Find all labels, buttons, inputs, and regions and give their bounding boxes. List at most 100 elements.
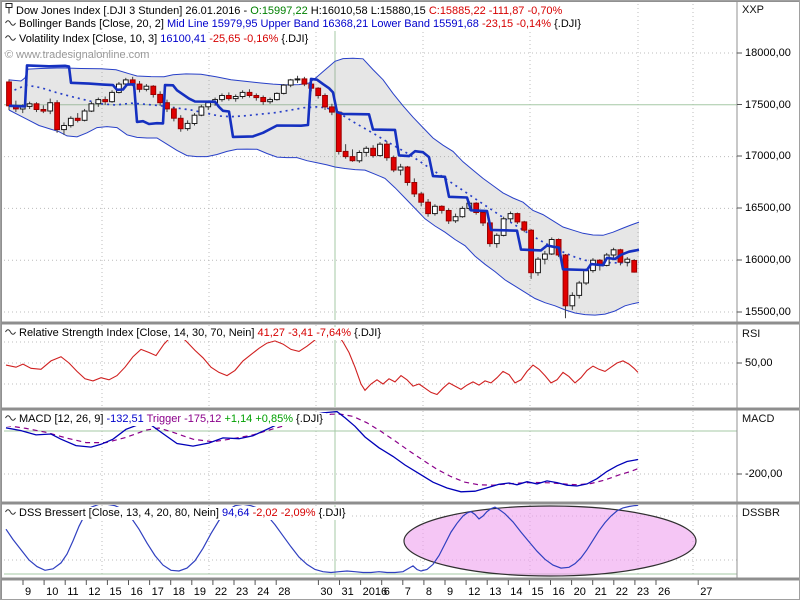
x-axis-label: 27: [700, 586, 713, 598]
x-axis-label: 15: [531, 586, 544, 598]
panel-divider[interactable]: [1, 407, 800, 411]
legend-text: {.DJI}: [354, 327, 382, 339]
legend-text: Bollinger Bands [Close, 20, 2]: [19, 18, 167, 30]
x-axis-label: 31: [341, 586, 354, 598]
y-axis-label: -200,00: [745, 468, 783, 480]
y-axis-label: 17500,00: [745, 98, 791, 111]
legend-text: {.DJI}: [296, 413, 323, 425]
legend-text: {.DJI}: [554, 18, 582, 30]
bollinger-mid-line: [8, 84, 640, 264]
y-axis-label: 16000,00: [745, 254, 791, 266]
x-axis-label: 13: [489, 586, 502, 598]
wave-icon: [5, 327, 16, 340]
x-axis-label: 11: [67, 586, 79, 598]
bollinger-lower-line: [8, 109, 640, 316]
watermark: © www.tradesignalonline.com: [5, 49, 150, 61]
x-axis-label: 9: [25, 586, 32, 598]
legend-rsi[interactable]: Relative Strength Index [Close, 14, 30, …: [4, 327, 385, 340]
legend-dss[interactable]: DSS Bressert [Close, 13, 4, 20, 80, Nein…: [4, 507, 349, 520]
rsi-line: [5, 329, 639, 396]
x-axis-label: 6: [383, 586, 390, 598]
main-price-panel[interactable]: [4, 4, 737, 320]
wave-icon: [5, 18, 16, 31]
legend-volatility[interactable]: Volatility Index [Close, 10, 3] 16100,41…: [4, 33, 312, 46]
rsi-scale-title: RSI: [742, 328, 761, 340]
legend-bollinger[interactable]: Bollinger Bands [Close, 20, 2] Mid Line …: [4, 18, 585, 31]
x-axis-label: 28: [278, 586, 291, 598]
x-axis-label: 15: [109, 586, 122, 598]
dss-panel[interactable]: [4, 504, 737, 577]
legend-text: -132,51: [106, 413, 147, 425]
legend-text: -23,15 -0,14%: [481, 18, 555, 30]
x-axis-label: 12: [88, 586, 101, 598]
pin-icon: [5, 3, 13, 18]
x-axis-label: 23: [636, 586, 650, 598]
wave-icon: [5, 507, 16, 520]
macd-panel[interactable]: [4, 411, 737, 501]
x-axis-label: 14: [510, 586, 523, 598]
x-axis-label: 12: [468, 586, 481, 598]
legend-text: -25,65 -0,16%: [209, 33, 282, 45]
y-axis-label: 16500,00: [745, 202, 791, 214]
x-axis-label: 2016: [362, 586, 388, 598]
x-axis-label: 24: [257, 586, 270, 598]
wave-icon: [5, 413, 16, 426]
x-axis-label: 19: [193, 586, 207, 598]
legend-text: C:15885,22 -111,87 -0,70%: [428, 5, 563, 17]
macd-trigger-line: [5, 413, 639, 486]
legend-text: +1,14 +0,85%: [224, 413, 297, 425]
wave-icon: [5, 33, 16, 46]
legend-text: Relative Strength Index [Close, 14, 30, …: [19, 327, 258, 339]
panel-divider[interactable]: [1, 321, 800, 325]
x-axis-label: 9: [447, 586, 454, 598]
scale-provider-label: XXP: [742, 4, 765, 16]
panel-divider[interactable]: [1, 577, 800, 581]
y-axis-label: 18000,00: [745, 47, 791, 59]
x-axis-label: 30: [320, 586, 333, 598]
legend-text: {.DJI}: [281, 33, 309, 45]
y-axis-label: 15500,00: [745, 306, 791, 318]
x-axis-label: 22: [615, 586, 629, 598]
legend-text: H:16010,58 L:15880,15: [310, 5, 429, 17]
bollinger-upper-line: [8, 57, 640, 236]
legend-macd[interactable]: MACD [12, 26, 9] -132,51 Trigger -175,12…: [4, 413, 326, 426]
x-axis-label: 22: [214, 586, 228, 598]
x-axis-label: 10: [46, 586, 59, 598]
legend-text: Mid Line 15979,95 Upper Band 16368,21 Lo…: [166, 18, 482, 30]
bollinger-band-area: [9, 58, 639, 316]
annotation-ellipse[interactable]: [403, 505, 697, 577]
y-axis-label: 50,00: [745, 357, 773, 369]
x-axis-label: 16: [130, 586, 143, 598]
legend-text: Dow Jones Index [.DJI 3 Stunden] 26.01.2…: [16, 5, 251, 17]
legend-text: -2,02 -2,09%: [252, 507, 319, 519]
legend-text: {.DJI}: [318, 507, 346, 519]
legend-text: DSS Bressert [Close, 13, 4, 20, 80, Nein…: [19, 507, 222, 519]
rsi-panel[interactable]: [4, 325, 737, 407]
legend-text: 94,64: [221, 507, 253, 519]
panel-divider[interactable]: [1, 501, 800, 505]
x-axis-label: 21: [594, 586, 607, 598]
legend-text: MACD [12, 26, 9]: [19, 413, 107, 425]
legend-text: Volatility Index [Close, 10, 3]: [19, 33, 161, 45]
legend-instrument[interactable]: Dow Jones Index [.DJI 3 Stunden] 26.01.2…: [4, 3, 566, 18]
legend-text: O:15997,22: [250, 5, 311, 17]
x-axis-label: 16: [552, 586, 565, 598]
macd-scale-title: MACD: [742, 413, 775, 425]
y-axis-label: 17000,00: [745, 150, 791, 162]
macd-line: [5, 411, 639, 493]
x-axis-label: 8: [425, 586, 433, 598]
volatility-index-line: [8, 64, 640, 272]
legend-text: 41,27 -3,41 -7,64%: [257, 327, 355, 339]
x-axis-label: 26: [658, 586, 671, 598]
x-axis-label: 17: [151, 586, 164, 598]
x-axis-label: 20: [573, 586, 586, 598]
x-axis-label: 7: [404, 586, 411, 598]
dss-line: [5, 505, 639, 574]
dss-scale-title: DSSBR: [742, 507, 780, 519]
x-axis-label: 23: [236, 586, 249, 598]
legend-text: 16100,41: [160, 33, 210, 45]
x-axis-label: 18: [172, 586, 185, 598]
